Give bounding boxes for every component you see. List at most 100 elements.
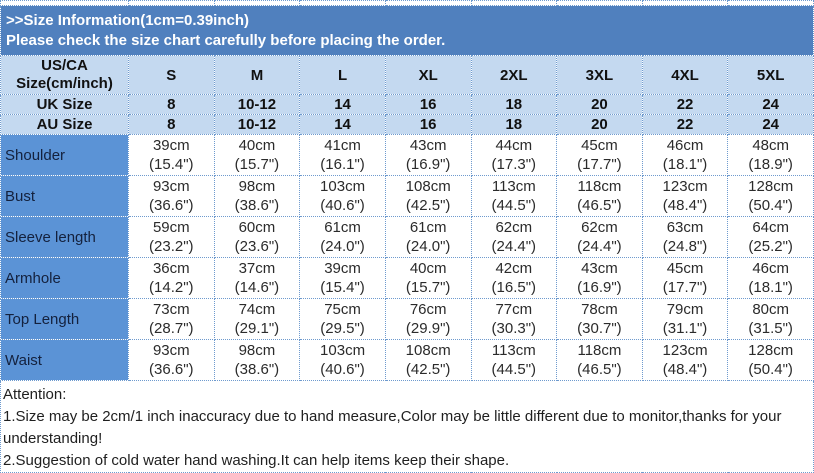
measure-value-cell: 93cm (36.6") <box>128 175 215 217</box>
measure-value-cell: 80cm (31.5") <box>727 298 814 340</box>
attention-note: Attention: 1.Size may be 2cm/1 inch inacc… <box>0 380 814 473</box>
measure-value-cell: 128cm (50.4") <box>727 175 814 217</box>
size-value-cell: 18 <box>470 114 558 135</box>
measure-value-cell: 123cm (48.4") <box>641 175 729 217</box>
size-value-cell: 14 <box>299 114 386 135</box>
measure-value-cell: 98cm (38.6") <box>213 339 301 381</box>
measure-value-cell: 37cm (14.6") <box>213 257 301 299</box>
size-value-cell: 14 <box>299 94 386 115</box>
size-value-cell: 22 <box>641 94 729 115</box>
banner: >>Size Information(1cm=0.39inch) Please … <box>0 5 814 56</box>
measure-value-cell: 62cm (24.4") <box>556 216 643 258</box>
measure-value-cell: 73cm (28.7") <box>128 298 215 340</box>
size-value-cell: 10-12 <box>213 94 301 115</box>
measure-value-cell: 128cm (50.4") <box>727 339 814 381</box>
measure-row: Bust 93cm (36.6") 98cm (38.6") 103cm (40.6"… <box>0 175 814 217</box>
size-column-header: 4XL <box>641 55 729 95</box>
size-value-cell: 20 <box>556 114 643 135</box>
measure-row-label: Sleeve length <box>0 216 129 258</box>
attention-line: Attention: <box>3 386 67 403</box>
measure-value-cell: 75cm (29.5") <box>299 298 386 340</box>
measure-value-cell: 64cm (25.2") <box>727 216 814 258</box>
measure-value-cell: 59cm (23.2") <box>128 216 215 258</box>
size-value-cell: 16 <box>384 114 472 135</box>
measure-value-cell: 45cm (17.7") <box>641 257 729 299</box>
size-row-label: AU Size <box>0 114 129 135</box>
measure-value-cell: 113cm (44.5") <box>470 339 558 381</box>
attention-line: understanding! <box>3 430 103 447</box>
measure-rows-body: Shoulder 39cm (15.4") 40cm (15.7") 41cm (16… <box>0 134 814 381</box>
measure-value-cell: 103cm (40.6") <box>299 175 386 217</box>
measure-value-cell: 40cm (15.7") <box>213 134 301 176</box>
measure-value-cell: 123cm (48.4") <box>641 339 729 381</box>
measure-value-cell: 79cm (31.1") <box>641 298 729 340</box>
measure-value-cell: 108cm (42.5") <box>384 339 472 381</box>
measure-row-label: Shoulder <box>0 134 129 176</box>
measure-value-cell: 39cm (15.4") <box>128 134 215 176</box>
measure-value-cell: 78cm (30.7") <box>556 298 643 340</box>
size-value-cell: 18 <box>470 94 558 115</box>
size-value-cell: 22 <box>641 114 729 135</box>
measure-value-cell: 118cm (46.5") <box>556 339 643 381</box>
measure-value-cell: 62cm (24.4") <box>470 216 558 258</box>
measure-value-cell: 42cm (16.5") <box>470 257 558 299</box>
size-row: AU Size 8 10-12 14 16 18 20 22 24 <box>0 114 814 135</box>
measure-value-cell: 74cm (29.1") <box>213 298 301 340</box>
measure-row-label: Top Length <box>0 298 129 340</box>
measure-row: Armhole 36cm (14.2") 37cm (14.6") 39cm (15.… <box>0 257 814 299</box>
measure-value-cell: 45cm (17.7") <box>556 134 643 176</box>
size-column-header: 2XL <box>470 55 558 95</box>
measure-value-cell: 41cm (16.1") <box>299 134 386 176</box>
measure-row-label: Waist <box>0 339 129 381</box>
measure-value-cell: 46cm (18.1") <box>727 257 814 299</box>
measure-value-cell: 46cm (18.1") <box>641 134 729 176</box>
measure-value-cell: 48cm (18.9") <box>727 134 814 176</box>
measure-value-cell: 118cm (46.5") <box>556 175 643 217</box>
attention-row: Attention: 1.Size may be 2cm/1 inch inacc… <box>0 380 814 473</box>
measure-value-cell: 40cm (15.7") <box>384 257 472 299</box>
measure-value-cell: 61cm (24.0") <box>299 216 386 258</box>
measure-value-cell: 113cm (44.5") <box>470 175 558 217</box>
attention-line: 2.Suggestion of cold water hand washing.… <box>3 452 510 469</box>
size-value-cell: 24 <box>727 114 814 135</box>
size-column-header: 5XL <box>727 55 814 95</box>
measure-value-cell: 44cm (17.3") <box>470 134 558 176</box>
measure-value-cell: 108cm (42.5") <box>384 175 472 217</box>
size-value-cell: 20 <box>556 94 643 115</box>
measure-value-cell: 63cm (24.8") <box>641 216 729 258</box>
size-row-label: UK Size <box>0 94 129 115</box>
measure-row-label: Armhole <box>0 257 129 299</box>
size-column-header: L <box>299 55 386 95</box>
measure-row: Sleeve length 59cm (23.2") 60cm (23.6") 61c… <box>0 216 814 258</box>
size-column-header: XL <box>384 55 472 95</box>
measure-row: Waist 93cm (36.6") 98cm (38.6") 103cm (40.6… <box>0 339 814 381</box>
banner-row: >>Size Information(1cm=0.39inch) Please … <box>0 5 814 56</box>
size-value-cell: 8 <box>128 94 215 115</box>
size-value-cell: 16 <box>384 94 472 115</box>
measure-value-cell: 61cm (24.0") <box>384 216 472 258</box>
measure-row-label: Bust <box>0 175 129 217</box>
corner-header: US/CA Size(cm/inch) <box>0 55 129 95</box>
measure-value-cell: 43cm (16.9") <box>556 257 643 299</box>
size-header-row: US/CA Size(cm/inch) S M L XL 2XL 3XL 4XL 5XL <box>0 55 814 95</box>
size-row: UK Size 8 10-12 14 16 18 20 22 24 <box>0 94 814 115</box>
size-column-header: M <box>213 55 301 95</box>
size-value-cell: 24 <box>727 94 814 115</box>
measure-value-cell: 98cm (38.6") <box>213 175 301 217</box>
attention-line: 1.Size may be 2cm/1 inch inaccuracy due … <box>3 408 782 425</box>
size-value-cell: 8 <box>128 114 215 135</box>
size-column-header: 3XL <box>556 55 643 95</box>
measure-value-cell: 103cm (40.6") <box>299 339 386 381</box>
measure-value-cell: 93cm (36.6") <box>128 339 215 381</box>
banner-subtitle: Please check the size chart carefully be… <box>6 31 446 49</box>
size-rows-body: UK Size 8 10-12 14 16 18 20 22 24 AU Size 8 10-12 14… <box>0 94 814 135</box>
measure-value-cell: 36cm (14.2") <box>128 257 215 299</box>
measure-value-cell: 43cm (16.9") <box>384 134 472 176</box>
banner-title: >>Size Information(1cm=0.39inch) <box>6 11 249 29</box>
measure-value-cell: 60cm (23.6") <box>213 216 301 258</box>
measure-row: Top Length 73cm (28.7") 74cm (29.1") 75cm (… <box>0 298 814 340</box>
size-value-cell: 10-12 <box>213 114 301 135</box>
measure-value-cell: 77cm (30.3") <box>470 298 558 340</box>
size-column-header: S <box>128 55 215 95</box>
